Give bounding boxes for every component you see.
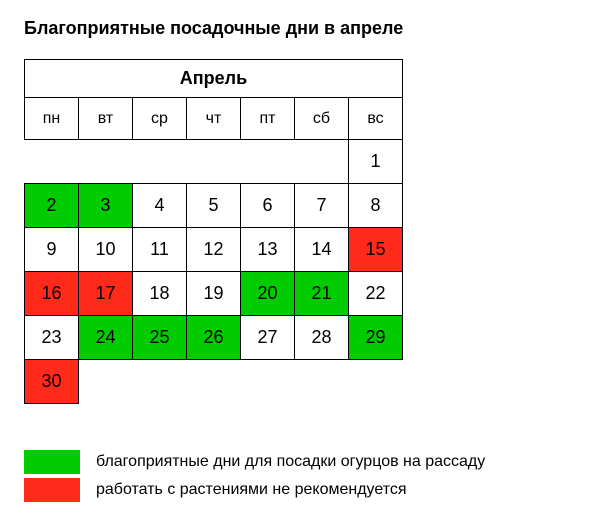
legend: благоприятные дни для посадки огурцов на… bbox=[24, 450, 576, 502]
calendar-cell-empty bbox=[241, 360, 295, 404]
month-header: Апрель bbox=[25, 60, 403, 98]
calendar-cell: 21 bbox=[295, 272, 349, 316]
calendar-cell: 15 bbox=[349, 228, 403, 272]
calendar-cell-empty bbox=[187, 360, 241, 404]
calendar-cell: 29 bbox=[349, 316, 403, 360]
calendar-row: 2345678 bbox=[25, 184, 403, 228]
calendar-row: 30 bbox=[25, 360, 403, 404]
weekday-header: пт bbox=[241, 98, 295, 140]
calendar-cell: 22 bbox=[349, 272, 403, 316]
calendar-cell: 23 bbox=[25, 316, 79, 360]
calendar-cell-empty bbox=[79, 360, 133, 404]
calendar-cell: 1 bbox=[349, 140, 403, 184]
calendar-row: 9101112131415 bbox=[25, 228, 403, 272]
calendar-cell: 18 bbox=[133, 272, 187, 316]
calendar-cell-empty bbox=[295, 360, 349, 404]
calendar-row: 1 bbox=[25, 140, 403, 184]
calendar-cell-empty bbox=[187, 140, 241, 184]
weekday-header: вс bbox=[349, 98, 403, 140]
calendar-cell-empty bbox=[133, 360, 187, 404]
calendar-cell: 11 bbox=[133, 228, 187, 272]
calendar-cell-empty bbox=[133, 140, 187, 184]
calendar-cell: 5 bbox=[187, 184, 241, 228]
calendar-cell: 13 bbox=[241, 228, 295, 272]
calendar-cell-empty bbox=[25, 140, 79, 184]
calendar-cell: 25 bbox=[133, 316, 187, 360]
calendar-cell: 2 bbox=[25, 184, 79, 228]
legend-label: работать с растениями не рекомендуется bbox=[96, 481, 407, 499]
weekday-row: пнвтсрчтптсбвс bbox=[25, 98, 403, 140]
calendar-cell: 3 bbox=[79, 184, 133, 228]
weekday-header: сб bbox=[295, 98, 349, 140]
calendar-cell: 24 bbox=[79, 316, 133, 360]
calendar-cell: 8 bbox=[349, 184, 403, 228]
calendar-cell: 17 bbox=[79, 272, 133, 316]
calendar-cell: 28 bbox=[295, 316, 349, 360]
page-title: Благоприятные посадочные дни в апреле bbox=[24, 18, 576, 39]
weekday-header: ср bbox=[133, 98, 187, 140]
calendar-row: 23242526272829 bbox=[25, 316, 403, 360]
calendar-cell-empty bbox=[295, 140, 349, 184]
calendar-cell-empty bbox=[349, 360, 403, 404]
calendar-cell-empty bbox=[241, 140, 295, 184]
calendar-cell: 6 bbox=[241, 184, 295, 228]
legend-swatch bbox=[24, 450, 80, 474]
calendar-cell: 19 bbox=[187, 272, 241, 316]
calendar-cell: 12 bbox=[187, 228, 241, 272]
calendar-cell: 14 bbox=[295, 228, 349, 272]
calendar-cell: 30 bbox=[25, 360, 79, 404]
calendar-cell: 10 bbox=[79, 228, 133, 272]
calendar-cell: 7 bbox=[295, 184, 349, 228]
weekday-header: чт bbox=[187, 98, 241, 140]
calendar-cell: 20 bbox=[241, 272, 295, 316]
legend-row: работать с растениями не рекомендуется bbox=[24, 478, 576, 502]
calendar-cell: 16 bbox=[25, 272, 79, 316]
legend-row: благоприятные дни для посадки огурцов на… bbox=[24, 450, 576, 474]
calendar-cell: 26 bbox=[187, 316, 241, 360]
calendar-cell-empty bbox=[79, 140, 133, 184]
legend-swatch bbox=[24, 478, 80, 502]
weekday-header: пн bbox=[25, 98, 79, 140]
weekday-header: вт bbox=[79, 98, 133, 140]
calendar-cell: 27 bbox=[241, 316, 295, 360]
calendar-cell: 4 bbox=[133, 184, 187, 228]
legend-label: благоприятные дни для посадки огурцов на… bbox=[96, 453, 485, 471]
calendar-cell: 9 bbox=[25, 228, 79, 272]
calendar-row: 16171819202122 bbox=[25, 272, 403, 316]
calendar-table: Апрель пнвтсрчтптсбвс 123456789101112131… bbox=[24, 59, 403, 404]
